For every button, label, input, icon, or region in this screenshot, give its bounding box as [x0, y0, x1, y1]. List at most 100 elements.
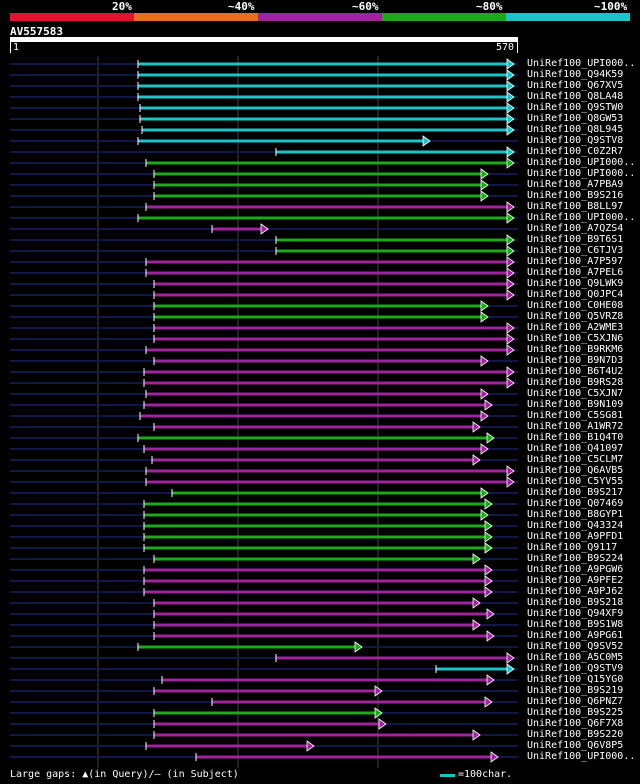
legend-label-40: ~40%	[228, 0, 255, 13]
hit-label[interactable]: UniRef100_B9S216	[527, 190, 624, 201]
hit-label[interactable]: UniRef100_Q0JPC4	[527, 289, 624, 300]
hit-label[interactable]: UniRef100_C0Z2R7	[527, 146, 624, 157]
hit-arrow-icon	[480, 311, 489, 323]
hit-label[interactable]: UniRef100_A7P597	[527, 256, 624, 267]
hit-arrow-icon	[506, 377, 515, 389]
hit-arrow-icon	[260, 223, 269, 235]
hit-label[interactable]: UniRef100_B9RKM6	[527, 344, 624, 355]
hit-label[interactable]: UniRef100_C5YV55	[527, 476, 624, 487]
hit-label[interactable]: UniRef100_B8LL97	[527, 201, 624, 212]
hit-label[interactable]: UniRef100_Q07469	[527, 498, 624, 509]
hit-label[interactable]: UniRef100_Q9STV8	[527, 135, 624, 146]
legend-band-40	[134, 13, 258, 21]
hit-label[interactable]: UniRef100_Q9STV9	[527, 663, 624, 674]
hit-label[interactable]: UniRef100_C5CLM7	[527, 454, 624, 465]
hit-label[interactable]: UniRef100_Q43324	[527, 520, 624, 531]
hit-label[interactable]: UniRef100_Q8L945	[527, 124, 624, 135]
hit-label[interactable]: UniRef100_B9N109	[527, 399, 624, 410]
hit-label[interactable]: UniRef100_Q9STW0	[527, 102, 624, 113]
hit-label[interactable]: UniRef100_A9PJ62	[527, 586, 624, 597]
hit-label[interactable]: UniRef100_A5C0M5	[527, 652, 624, 663]
hit-label[interactable]: UniRef100_A2WME3	[527, 322, 624, 333]
hit-arrow-icon	[506, 289, 515, 301]
hit-label[interactable]: UniRef100_B9N7D3	[527, 355, 624, 366]
hit-label[interactable]: UniRef100_B9S225	[527, 707, 624, 718]
hit-label[interactable]: UniRef100_Q8GW53	[527, 113, 624, 124]
hit-label[interactable]: UniRef100_B9S1W8	[527, 619, 624, 630]
hit-label[interactable]: UniRef100_Q94K59	[527, 69, 624, 80]
hit-label[interactable]: UniRef100_B8GYP1	[527, 509, 624, 520]
hit-label[interactable]: UniRef100_Q6F7X8	[527, 718, 624, 729]
hit-label[interactable]: UniRef100_A9PG61	[527, 630, 624, 641]
hit-label[interactable]: UniRef100_Q41097	[527, 443, 624, 454]
hit-label[interactable]: UniRef100_Q15YG0	[527, 674, 624, 685]
hit-label[interactable]: UniRef100_Q9117	[527, 542, 618, 553]
hit-arrow-icon	[484, 399, 493, 411]
hit-arrow-icon	[506, 267, 515, 279]
hit-label[interactable]: UniRef100_B9T6S1	[527, 234, 624, 245]
hit-arrow-icon	[506, 146, 515, 158]
legend-band-20	[10, 13, 134, 21]
hit-label[interactable]: UniRef100_A7PBA9	[527, 179, 624, 190]
hit-label[interactable]: UniRef100_Q6AVB5	[527, 465, 624, 476]
hit-arrow-icon	[378, 718, 387, 730]
legend-label-20: 20%	[112, 0, 132, 13]
hit-arrow-icon	[484, 586, 493, 598]
hit-label[interactable]: UniRef100_Q9LWK9	[527, 278, 624, 289]
hit-label[interactable]: UniRef100_A7PEL6	[527, 267, 624, 278]
hit-label[interactable]: UniRef100_B6T4U2	[527, 366, 624, 377]
gap-legend: Large gaps: ▲(in Query)/– (in Subject)	[10, 769, 239, 780]
hit-label[interactable]: UniRef100_A9PGW6	[527, 564, 624, 575]
hit-label[interactable]: UniRef100_Q6PNZ7	[527, 696, 624, 707]
hit-arrow-icon	[374, 707, 383, 719]
hit-label[interactable]: UniRef100_A1WR72	[527, 421, 624, 432]
hit-label[interactable]: UniRef100_Q6V8P5	[527, 740, 624, 751]
scale-end: 570	[496, 42, 515, 53]
hit-arrow-icon	[480, 300, 489, 312]
hit-arrow-icon	[484, 520, 493, 532]
hit-label[interactable]: UniRef100_C6TJV3	[527, 245, 624, 256]
hit-label[interactable]: UniRef100_Q67XV5	[527, 80, 624, 91]
hit-label[interactable]: UniRef100_C0HE08	[527, 300, 624, 311]
legend-label-60: ~60%	[352, 0, 379, 13]
hit-arrow-icon	[422, 135, 431, 147]
hit-arrow-icon	[480, 443, 489, 455]
hit-arrow-icon	[480, 168, 489, 180]
hit-label[interactable]: UniRef100_Q8LA48	[527, 91, 624, 102]
legend-band-80	[382, 13, 506, 21]
hit-label[interactable]: UniRef100_Q5VRZ8	[527, 311, 624, 322]
hit-label[interactable]: UniRef100_B9S219	[527, 685, 624, 696]
hit-label[interactable]: UniRef100_B1Q4T0	[527, 432, 624, 443]
hit-label[interactable]: UniRef100_B9S220	[527, 729, 624, 740]
hit-label[interactable]: UniRef100_UPI000..	[527, 157, 636, 168]
hit-arrow-icon	[506, 80, 515, 92]
hit-label[interactable]: UniRef100_C5XJN6	[527, 333, 624, 344]
hit-label[interactable]: UniRef100_B9S224	[527, 553, 624, 564]
hit-arrow-icon	[506, 465, 515, 477]
hit-label[interactable]: UniRef100_UPI000..	[527, 168, 636, 179]
hit-arrow-icon	[506, 245, 515, 257]
scale-swatch	[440, 774, 455, 777]
hit-label[interactable]: UniRef100_Q94XF9	[527, 608, 624, 619]
hit-label[interactable]: UniRef100_UPI000..	[527, 751, 636, 762]
hit-arrow-icon	[374, 685, 383, 697]
legend-label-80: ~80%	[476, 0, 503, 13]
hit-label[interactable]: UniRef100_B9S217	[527, 487, 624, 498]
hit-label[interactable]: UniRef100_Q9SV52	[527, 641, 624, 652]
hit-arrow-icon	[472, 553, 481, 565]
hit-label[interactable]: UniRef100_C5XJN7	[527, 388, 624, 399]
hit-label[interactable]: UniRef100_UPI000..	[527, 212, 636, 223]
hit-arrow-icon	[484, 542, 493, 554]
hit-arrow-icon	[506, 212, 515, 224]
hit-label[interactable]: UniRef100_A9PFD1	[527, 531, 624, 542]
scale-start-tick	[10, 41, 11, 53]
hit-arrow-icon	[472, 454, 481, 466]
hit-label[interactable]: UniRef100_A9PFE2	[527, 575, 624, 586]
hit-arrow-icon	[306, 740, 315, 752]
hit-label[interactable]: UniRef100_A7QZS4	[527, 223, 624, 234]
hit-label[interactable]: UniRef100_UPI000..	[527, 58, 636, 69]
hit-label[interactable]: UniRef100_C5SG81	[527, 410, 624, 421]
hit-label[interactable]: UniRef100_B9RS28	[527, 377, 624, 388]
hit-label[interactable]: UniRef100_B9S218	[527, 597, 624, 608]
